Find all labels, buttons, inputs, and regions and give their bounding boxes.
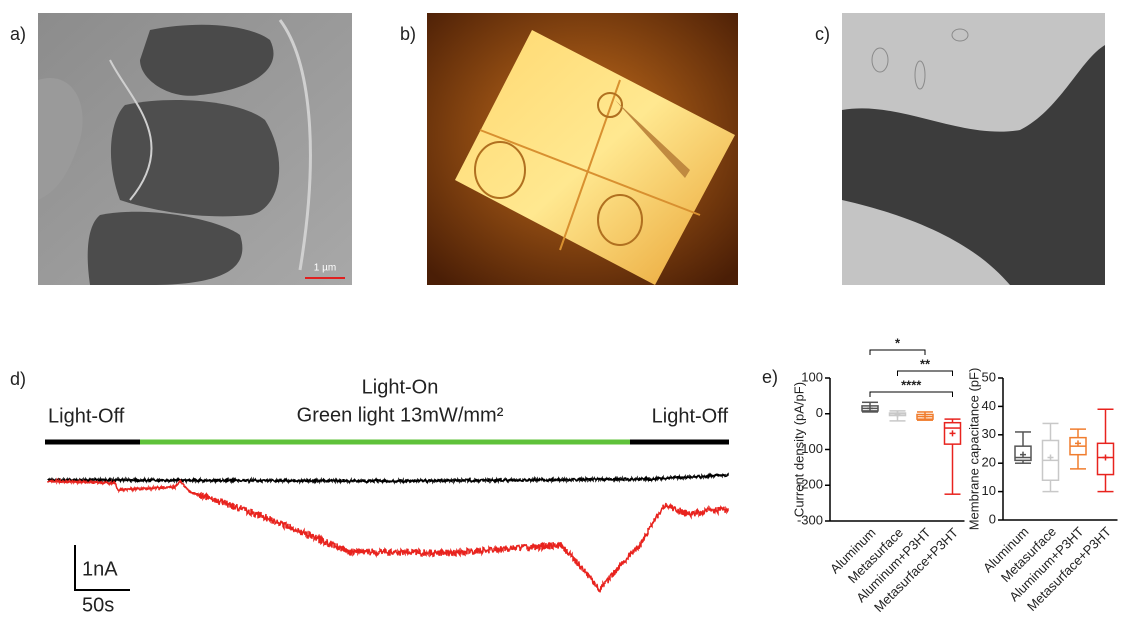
- light-condition: Green light 13mW/mm²: [297, 404, 504, 426]
- significance-bracket: [870, 392, 953, 397]
- scale-time: 50s: [82, 594, 114, 616]
- significance-bracket: [870, 350, 925, 355]
- scale-current: 1nA: [82, 558, 118, 580]
- mean-marker: [1103, 455, 1109, 461]
- light-off-label: Light-Off: [48, 405, 125, 427]
- scale-bar-label: 1 µm: [314, 263, 336, 274]
- y-tick-label: 0: [816, 405, 823, 420]
- panel-label: a): [10, 24, 26, 44]
- optical-image: [427, 13, 738, 285]
- significance-label: **: [920, 356, 931, 371]
- significance-label: *: [895, 335, 901, 350]
- device-trace: [48, 480, 728, 592]
- y-axis-label: Current density (pA/pF): [791, 382, 806, 517]
- y-tick-label: 40: [982, 398, 996, 413]
- panel-label: d): [10, 369, 26, 389]
- control-trace: [48, 474, 728, 482]
- y-tick-label: 50: [982, 369, 996, 384]
- mean-marker: [950, 430, 956, 436]
- y-tick-label: 10: [982, 483, 996, 498]
- y-axis-label: Membrane capacitance (pF): [966, 368, 981, 531]
- panel-label: e): [762, 367, 778, 387]
- y-tick-label: 0: [989, 511, 996, 526]
- light-on-label: Light-On: [362, 376, 439, 398]
- significance-bracket: [898, 371, 953, 376]
- y-tick-label: 20: [982, 455, 996, 470]
- light-off-label: Light-Off: [652, 405, 729, 427]
- panel-label: c): [815, 24, 830, 44]
- figure: 1 µm a) b) c) d) e) Light-Off Light-On G…: [0, 0, 1132, 640]
- significance-label: ****: [901, 377, 922, 392]
- panel-label: b): [400, 24, 416, 44]
- microscopy-image: [842, 13, 1105, 285]
- sem-image: [38, 13, 352, 285]
- y-tick-label: 30: [982, 426, 996, 441]
